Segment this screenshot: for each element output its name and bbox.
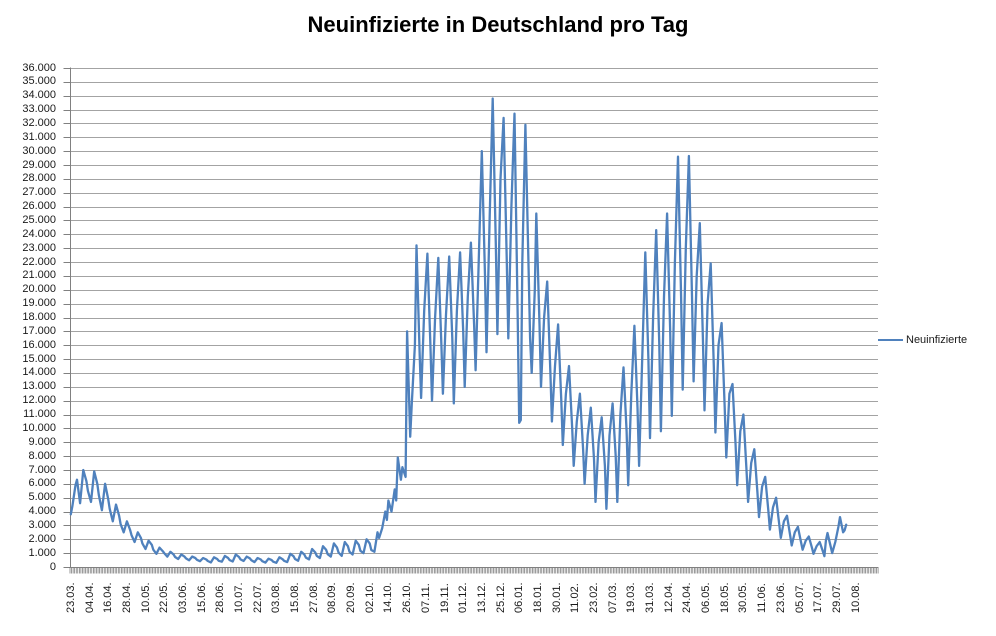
x-axis-tick-label: 18.05. (718, 582, 731, 613)
legend-label: Neuinfizierte (906, 334, 968, 346)
y-axis-tick-label: 10.000 (22, 421, 56, 434)
x-axis-tick-label: 23.06. (774, 582, 787, 613)
x-axis-tick-label: 14.10. (382, 582, 395, 613)
y-axis-tick-label: 18.000 (22, 311, 56, 323)
x-axis-tick-label: 22.07. (251, 582, 264, 613)
y-axis-tick-label: 24.000 (22, 227, 56, 240)
x-axis-tick-label: 10.08. (849, 582, 862, 613)
y-axis-tick-label: 31.000 (22, 130, 56, 143)
y-axis-tick-label: 19.000 (22, 297, 56, 310)
y-axis-tick-label: 2.000 (28, 532, 56, 545)
x-axis-tick-label: 31.03. (644, 582, 656, 613)
x-axis-tick-label: 07.03. (606, 582, 619, 613)
y-axis-tick-label: 17.000 (22, 324, 56, 337)
x-axis-tick-label: 03.08. (270, 582, 283, 613)
x-axis-tick-label: 10.05. (139, 582, 152, 613)
x-axis-tick-label: 23.03. (64, 582, 77, 613)
y-axis-tick-label: 36.000 (22, 61, 56, 74)
y-axis-tick-label: 11.000 (23, 408, 56, 420)
y-axis-tick-label: 16.000 (22, 338, 56, 351)
x-axis-tick-label: 24.04. (681, 582, 694, 613)
x-axis-tick-label: 16.04. (102, 582, 115, 613)
y-axis-tick-label: 34.000 (22, 89, 56, 102)
x-axis-tick-label: 28.04. (120, 582, 133, 613)
x-axis-tick-label: 30.05. (737, 582, 750, 613)
x-axis-tick-label: 22.05. (158, 582, 171, 613)
x-axis-tick-label: 10.07. (233, 582, 245, 613)
axes (70, 67, 878, 568)
x-axis-tick-label: 05.07. (793, 582, 806, 613)
y-axis-tick-label: 33.000 (22, 103, 56, 116)
y-axis-tick-label: 15.000 (22, 352, 56, 365)
x-axis-tick-label: 08.09. (326, 582, 339, 613)
legend: Neuinfizierte (878, 333, 967, 347)
x-axis-tick-label: 23.02. (588, 582, 600, 613)
y-axis-tick-label: 35.000 (22, 75, 56, 88)
y-axis-tick-label: 12.000 (22, 394, 56, 407)
y-axis-tick-label: 27.000 (22, 186, 56, 199)
y-axis-tick-label: 5.000 (28, 491, 56, 504)
x-axis-tick-label: 11.06. (756, 583, 769, 613)
y-axis-tick-label: 32.000 (22, 116, 56, 129)
x-axis-tick-label: 13.12. (475, 582, 488, 613)
y-axis-ticks (63, 68, 70, 568)
x-axis-tick-label: 19.03. (625, 582, 638, 613)
x-axis-tick-label: 25.12. (494, 582, 507, 613)
y-axis-tick-label: 21.000 (22, 269, 56, 282)
x-axis-tick-label: 02.10. (363, 582, 376, 613)
y-axis-tick-label: 26.000 (22, 200, 56, 213)
x-axis-tick-label: 01.12. (457, 582, 470, 613)
y-axis-tick-label: 8.000 (28, 449, 56, 462)
y-axis-tick-label: 22.000 (22, 255, 56, 268)
x-axis-tick-label: 30.01. (550, 582, 563, 613)
y-axis-tick-label: 14.000 (22, 366, 56, 379)
x-axis-tick-label: 04.04. (83, 582, 96, 613)
y-axis-tick-label: 13.000 (22, 380, 56, 393)
y-axis-tick-label: 3.000 (28, 518, 56, 531)
y-axis-tick-label: 4.000 (28, 505, 56, 518)
y-axis-tick-label: 9.000 (28, 435, 56, 448)
y-axis-tick-label: 30.000 (22, 144, 56, 157)
y-axis-tick-label: 6.000 (28, 477, 56, 490)
y-axis-tick-label: 25.000 (22, 214, 56, 226)
y-axis-tick-label: 23.000 (22, 241, 56, 254)
x-axis-tick-strip (69, 567, 879, 574)
y-axis-tick-label: 7.000 (28, 463, 56, 476)
x-axis-tick-label: 06.01. (513, 582, 526, 613)
x-axis-tick-label: 15.08. (289, 582, 301, 613)
x-axis-tick-label: 18.01. (531, 582, 544, 613)
x-axis-tick-label: 11.02. (569, 583, 582, 613)
x-axis-tick-label: 03.06. (176, 582, 189, 613)
x-axis-tick-label: 19.11. (438, 583, 451, 613)
chart-title: Neuinfizierte in Deutschland pro Tag (307, 12, 689, 37)
x-axis-tick-label: 28.06. (214, 582, 227, 613)
y-axis-tick-label: 20.000 (22, 283, 56, 296)
legend-line-sample-icon (878, 339, 903, 341)
x-axis-tick-label: 20.09. (345, 582, 358, 613)
y-axis-tick-label: 1.000 (28, 546, 56, 559)
y-axis-tick-label: 29.000 (22, 158, 56, 171)
y-axis-tick-label: 28.000 (22, 172, 56, 185)
x-axis-tick-label: 27.08. (307, 582, 320, 613)
y-axis-tick-label: 0 (49, 560, 56, 573)
x-axis-tick-label: 17.07. (812, 582, 825, 613)
x-axis-tick-label: 12.04. (662, 582, 675, 613)
x-axis-tick-label: 15.06. (195, 582, 208, 613)
x-axis-tick-label: 29.07. (830, 582, 843, 613)
x-axis-tick-label: 07.11. (419, 583, 432, 613)
x-axis-tick-label: 26.10. (401, 582, 414, 613)
series-line-neuinfizierte (69, 97, 848, 564)
x-axis-tick-label: 06.05. (700, 582, 713, 613)
